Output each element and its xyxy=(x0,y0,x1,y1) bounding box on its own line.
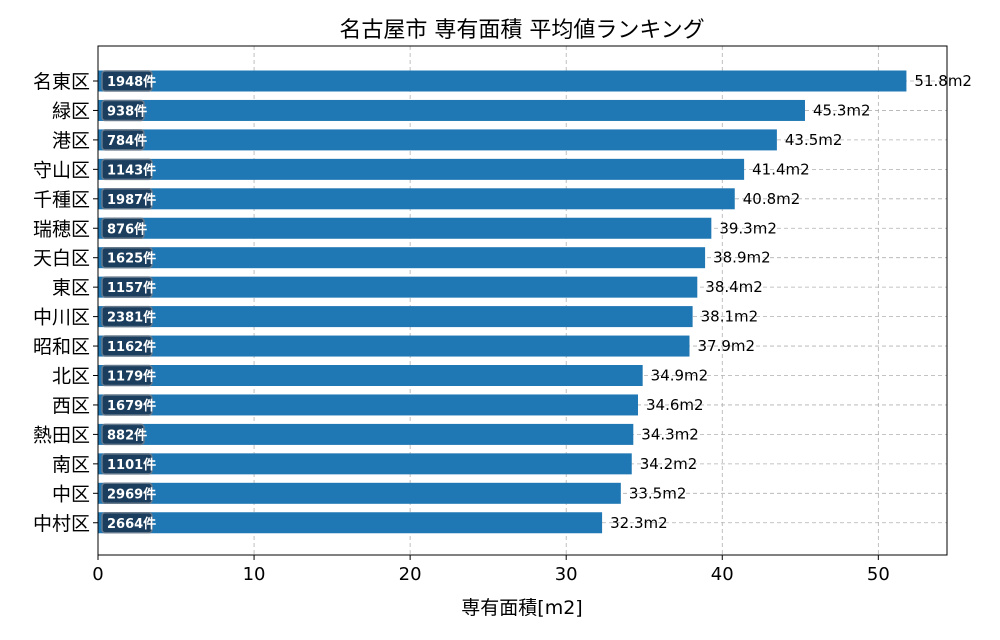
bar-value-label: 45.3m2 xyxy=(813,101,871,119)
count-badge-label: 2664件 xyxy=(107,516,156,532)
bar-value-label: 38.9m2 xyxy=(713,249,771,267)
count-badge xyxy=(101,158,153,181)
y-tick-label: 中川区 xyxy=(33,307,90,329)
bar xyxy=(98,453,632,475)
count-badge xyxy=(101,423,145,446)
count-badge-label: 1143件 xyxy=(107,162,156,178)
bar-value-label: 34.3m2 xyxy=(641,425,699,443)
count-badge-label: 938件 xyxy=(107,103,147,119)
count-badge xyxy=(101,99,145,122)
bar xyxy=(98,247,706,269)
y-axis: 名東区緑区港区守山区千種区瑞穂区天白区東区中川区昭和区北区西区熱田区南区中区中村… xyxy=(33,71,98,535)
y-tick-label: 西区 xyxy=(52,395,90,417)
bar xyxy=(98,335,690,357)
count-badge xyxy=(101,129,145,151)
bar xyxy=(98,512,603,534)
count-badge xyxy=(101,364,153,387)
count-badge-label: 2969件 xyxy=(107,486,156,502)
bar-value-label: 34.6m2 xyxy=(646,396,704,414)
count-badge-label: 1987件 xyxy=(107,192,156,208)
count-badge-label: 882件 xyxy=(107,427,147,443)
bar-value-label: 34.9m2 xyxy=(651,367,709,385)
grid-lines xyxy=(97,46,947,555)
bar-value-label: 34.2m2 xyxy=(640,455,698,473)
bar xyxy=(98,217,712,239)
x-axis-label: 専有面積[m2] xyxy=(461,597,582,619)
bar xyxy=(98,365,643,386)
count-badge-label: 1101件 xyxy=(107,457,156,473)
bar xyxy=(98,70,907,92)
count-badge-label: 1625件 xyxy=(107,251,156,267)
bar xyxy=(98,158,745,180)
count-badge-label: 1179件 xyxy=(107,369,156,385)
count-badge-label: 876件 xyxy=(107,221,147,237)
y-tick-label: 緑区 xyxy=(52,100,90,122)
bar xyxy=(98,394,638,416)
y-tick-label: 名東区 xyxy=(33,71,90,93)
y-tick-label: 昭和区 xyxy=(33,336,90,358)
y-tick-label: 千種区 xyxy=(33,189,90,211)
count-badge xyxy=(101,305,153,328)
bar xyxy=(98,306,693,328)
count-badge xyxy=(101,335,153,357)
y-tick-label: 熱田区 xyxy=(33,424,90,446)
bar-value-label: 38.4m2 xyxy=(705,278,763,296)
bar xyxy=(98,129,777,151)
bar-value-label: 43.5m2 xyxy=(785,131,843,149)
y-tick-label: 南区 xyxy=(52,454,90,476)
x-tick-label: 20 xyxy=(399,564,422,585)
count-badge xyxy=(101,394,153,416)
x-tick-label: 10 xyxy=(243,564,266,585)
bar xyxy=(98,423,634,445)
chart-title: 名古屋市 専有面積 平均値ランキング xyxy=(339,18,704,43)
count-badge xyxy=(101,246,153,269)
x-axis: 0 10 20 30 40 50 xyxy=(92,555,890,585)
y-tick-label: 天白区 xyxy=(33,248,90,270)
x-tick-label: 0 xyxy=(92,564,103,585)
count-badge-label: 1679件 xyxy=(107,398,156,414)
count-badge xyxy=(101,512,153,534)
count-badge xyxy=(101,482,153,505)
count-badge-label: 2381件 xyxy=(107,310,156,326)
x-tick-label: 50 xyxy=(867,564,890,585)
bar xyxy=(98,276,698,298)
bars-group: 51.8m2 1948件 45.3m2 938件 43.5m2 784件 41.4m2 114… xyxy=(98,70,972,534)
count-badge-label: 784件 xyxy=(107,133,147,149)
bar xyxy=(98,99,805,121)
bar-value-label: 41.4m2 xyxy=(752,160,810,178)
y-tick-label: 港区 xyxy=(52,130,90,152)
count-badge xyxy=(101,453,153,475)
bar xyxy=(98,188,735,210)
bar-value-label: 51.8m2 xyxy=(914,72,972,90)
x-tick-label: 40 xyxy=(711,564,734,585)
count-badge-label: 1948件 xyxy=(107,74,156,90)
y-tick-label: 守山区 xyxy=(33,159,90,181)
bar-value-label: 40.8m2 xyxy=(743,190,801,208)
count-badge-label: 1157件 xyxy=(107,280,156,296)
bar xyxy=(98,482,621,504)
bar-value-label: 32.3m2 xyxy=(610,514,668,532)
count-badge-label: 1162件 xyxy=(107,339,156,355)
y-tick-label: 北区 xyxy=(52,366,90,388)
count-badge xyxy=(101,276,153,298)
count-badge xyxy=(101,188,153,210)
y-tick-label: 中区 xyxy=(52,483,90,505)
x-tick-label: 30 xyxy=(555,564,578,585)
y-tick-label: 瑞穂区 xyxy=(33,218,90,240)
plot-frame xyxy=(97,45,948,556)
count-badge xyxy=(101,217,145,239)
bar-value-label: 37.9m2 xyxy=(697,337,755,355)
bar-value-label: 38.1m2 xyxy=(701,308,759,326)
y-tick-label: 東区 xyxy=(52,277,90,299)
bar-value-label: 39.3m2 xyxy=(719,219,777,237)
y-tick-label: 中村区 xyxy=(33,513,90,535)
bar-value-label: 33.5m2 xyxy=(629,484,687,502)
count-badge xyxy=(101,70,153,92)
